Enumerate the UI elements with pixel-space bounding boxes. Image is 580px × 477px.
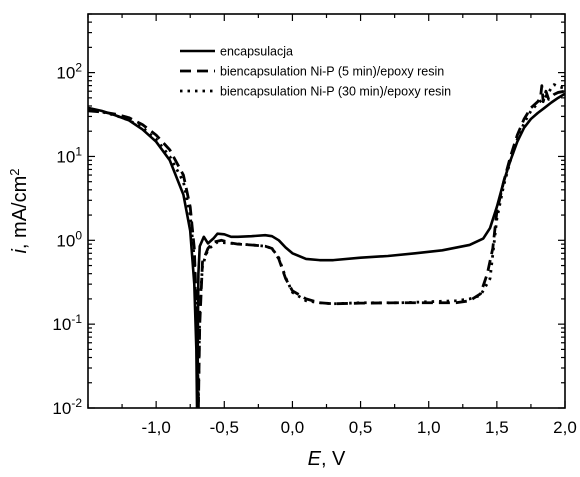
y-tick-label-exponent: 0: [75, 228, 82, 242]
series-line-dashed: [88, 84, 565, 408]
y-axis-var: i: [9, 249, 31, 254]
y-tick-label-base: 10: [56, 64, 75, 83]
legend-label: biencapsulation Ni-P (5 min)/epoxy resin: [220, 65, 444, 79]
y-tick-label-exponent: -2: [71, 396, 82, 410]
legend-label: encapsulacja: [220, 45, 293, 59]
x-axis-title: E, V: [308, 448, 346, 470]
y-tick-label: 10-1: [52, 312, 82, 334]
y-tick-label-exponent: -1: [71, 312, 82, 326]
y-tick-label: 100: [56, 228, 82, 250]
y-axis-unit-exponent: 2: [7, 168, 22, 175]
y-tick-label-base: 10: [52, 399, 71, 418]
y-tick-label-exponent: 2: [75, 61, 82, 75]
y-tick-label-base: 10: [52, 315, 71, 334]
x-tick-label: -1,0: [141, 418, 170, 437]
x-axis-unit: , V: [321, 448, 346, 470]
y-tick-label-base: 10: [56, 231, 75, 250]
x-tick-label: 2,0: [553, 418, 577, 437]
y-tick-label-exponent: 1: [75, 144, 82, 158]
series-layer: [88, 83, 565, 408]
x-tick-label: 0,0: [281, 418, 305, 437]
x-tick-label: 1,0: [417, 418, 441, 437]
x-axis-ticks: -1,0 -0,5 0,0 0,5 1,0 1,5 2,0: [87, 14, 577, 437]
legend: encapsulacja biencapsulation Ni-P (5 min)…: [180, 45, 451, 99]
y-tick-label: 10-2: [52, 396, 82, 418]
x-axis-var: E: [308, 448, 322, 470]
y-axis-unit: , mA/cm: [9, 176, 31, 249]
y-axis-title: i, mA/cm2: [7, 168, 32, 253]
y-tick-label: 101: [56, 144, 82, 166]
y-tick-label: 102: [56, 61, 82, 83]
y-tick-label-base: 10: [56, 147, 75, 166]
series-line-dotted: [88, 83, 565, 403]
x-tick-label: 1,5: [485, 418, 509, 437]
legend-label: biencapsulation Ni-P (30 min)/epoxy resi…: [220, 85, 451, 99]
x-tick-label: -0,5: [210, 418, 239, 437]
x-tick-label: 0,5: [349, 418, 373, 437]
